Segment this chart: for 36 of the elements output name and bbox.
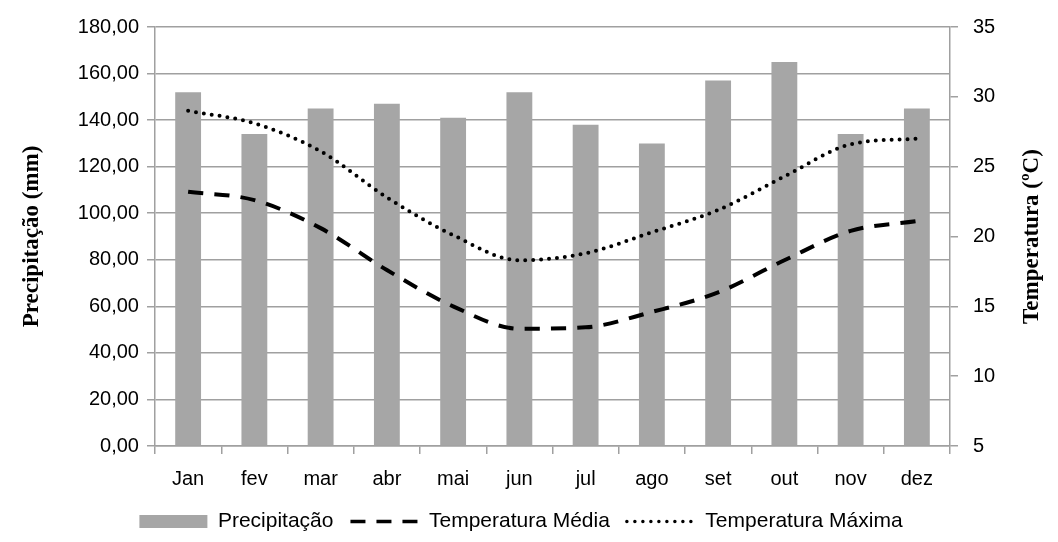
x-tick-label: out bbox=[770, 466, 799, 489]
y-tick-label: 60,00 bbox=[88, 293, 139, 316]
y2-axis-title: Temperatura (ºC) bbox=[1017, 149, 1043, 324]
y2-tick-label: 35 bbox=[973, 14, 996, 37]
x-tick-label: jul bbox=[574, 466, 596, 489]
x-tick-label: Jan bbox=[172, 466, 205, 489]
x-tick-label: set bbox=[704, 466, 732, 489]
y2-tick-label: 5 bbox=[973, 433, 985, 456]
x-tick-label: mai bbox=[437, 466, 470, 489]
legend-label: Temperatura Máxima bbox=[705, 508, 903, 532]
y2-tick-label: 25 bbox=[973, 154, 996, 177]
legend-label: Temperatura Média bbox=[428, 508, 611, 532]
y2-tick-label: 10 bbox=[973, 363, 996, 386]
y-tick-label: 120,00 bbox=[77, 154, 139, 177]
y2-tick-label: 15 bbox=[973, 293, 996, 316]
x-tick-label: mar bbox=[303, 466, 339, 489]
line-series bbox=[186, 189, 919, 331]
y-tick-label: 40,00 bbox=[88, 340, 139, 363]
y2-tick-label: 30 bbox=[973, 84, 996, 107]
line-series bbox=[186, 108, 919, 263]
y-tick-label: 0,00 bbox=[100, 433, 139, 456]
y-axis-title: Precipitação (mm) bbox=[17, 145, 43, 328]
y-tick-label: 160,00 bbox=[77, 61, 139, 84]
y-tick-label: 20,00 bbox=[88, 386, 139, 409]
x-tick-label: abr bbox=[372, 466, 402, 489]
x-tick-label: jun bbox=[505, 466, 533, 489]
x-tick-label: ago bbox=[635, 466, 669, 489]
y-tick-label: 80,00 bbox=[88, 247, 139, 270]
x-tick-label: nov bbox=[834, 466, 867, 489]
x-tick-label: dez bbox=[900, 466, 933, 489]
x-tick-label: fev bbox=[241, 466, 268, 489]
y2-tick-label: 20 bbox=[973, 224, 996, 247]
y-tick-label: 140,00 bbox=[77, 107, 139, 130]
legend-label: Precipitação bbox=[217, 508, 334, 532]
y-tick-label: 180,00 bbox=[77, 14, 139, 37]
y-tick-label: 100,00 bbox=[77, 200, 139, 223]
